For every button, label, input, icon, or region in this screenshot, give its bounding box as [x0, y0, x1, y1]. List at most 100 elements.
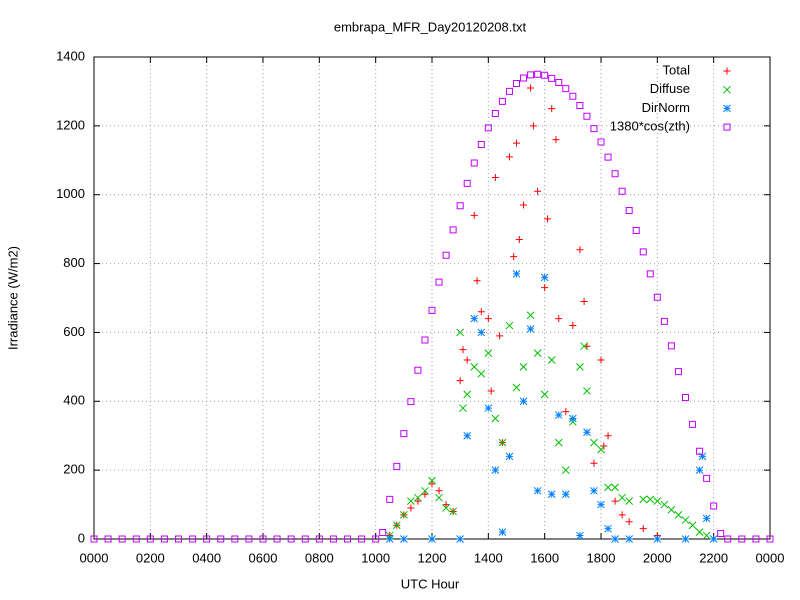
point: [597, 138, 605, 146]
point: [273, 535, 281, 543]
point: [379, 528, 387, 536]
point: [358, 535, 366, 543]
point: [435, 278, 443, 286]
point: [625, 497, 634, 505]
point: [160, 535, 168, 543]
x-tick-label: 1000: [361, 550, 390, 565]
point: [576, 102, 584, 110]
point: [104, 535, 112, 543]
point: [470, 211, 478, 219]
point: [534, 70, 542, 78]
point: [421, 490, 429, 498]
point: [533, 349, 542, 357]
point: [540, 390, 549, 399]
point: [552, 136, 560, 144]
point: [695, 528, 704, 536]
point: [231, 535, 239, 543]
point: [470, 159, 478, 167]
point: [484, 404, 493, 413]
y-axis-label: Irradiance (W/m2): [5, 246, 20, 350]
point: [449, 226, 457, 234]
point: [203, 535, 211, 543]
y-tick-label: 0: [78, 530, 85, 545]
point: [449, 507, 457, 516]
point: [512, 270, 521, 278]
point: [534, 187, 542, 195]
point: [414, 493, 422, 502]
point: [463, 390, 472, 399]
point: [541, 284, 549, 292]
point: [344, 535, 351, 543]
point: [393, 462, 401, 470]
point: [569, 322, 577, 330]
x-tick-label: 1200: [418, 550, 447, 565]
y-tick-label: 200: [63, 462, 85, 477]
series: [385, 311, 711, 540]
point: [688, 521, 697, 530]
point: [583, 112, 591, 120]
point: [590, 438, 598, 447]
series: [386, 84, 661, 540]
point: [400, 430, 408, 438]
point: [414, 366, 422, 374]
point: [459, 346, 467, 354]
point: [548, 74, 556, 82]
legend-label: DirNorm: [642, 100, 690, 115]
point: [653, 293, 661, 301]
point: [442, 504, 450, 512]
point: [639, 495, 648, 504]
point: [513, 80, 520, 88]
point: [625, 535, 634, 543]
point: [259, 535, 267, 543]
point: [717, 529, 725, 537]
point: [505, 321, 514, 330]
point: [132, 535, 140, 543]
point: [611, 483, 619, 492]
point: [682, 393, 689, 401]
point: [519, 397, 528, 406]
point: [491, 109, 499, 117]
y-tick-label: 800: [63, 255, 85, 270]
y-tick-label: 400: [63, 393, 85, 408]
point: [477, 328, 486, 337]
point: [498, 438, 507, 447]
point: [463, 356, 471, 364]
point: [301, 535, 309, 543]
y-tick-label: 1400: [56, 48, 85, 63]
point: [463, 179, 471, 187]
point: [463, 431, 472, 440]
point: [583, 387, 591, 395]
point: [456, 328, 465, 337]
point: [597, 356, 605, 364]
point: [625, 518, 633, 526]
point: [392, 521, 401, 530]
y-tick-label: 600: [63, 324, 85, 339]
point: [646, 270, 654, 278]
point: [703, 474, 711, 482]
point: [491, 414, 500, 423]
x-axis-label: UTC Hour: [401, 576, 460, 591]
point: [519, 363, 528, 371]
point: [372, 535, 380, 543]
point: [505, 87, 513, 95]
point: [681, 535, 690, 543]
point: [576, 246, 584, 254]
point: [611, 170, 619, 178]
point: [590, 486, 598, 495]
point: [681, 516, 690, 524]
point: [547, 356, 556, 364]
point: [738, 535, 746, 543]
series: [385, 270, 718, 543]
point: [568, 414, 577, 423]
point: [618, 187, 626, 195]
point: [639, 525, 647, 533]
point: [245, 535, 253, 543]
point: [527, 71, 535, 79]
point: [698, 452, 707, 461]
point: [639, 248, 647, 256]
point: [611, 497, 619, 505]
point: [702, 514, 711, 523]
point: [660, 317, 668, 325]
